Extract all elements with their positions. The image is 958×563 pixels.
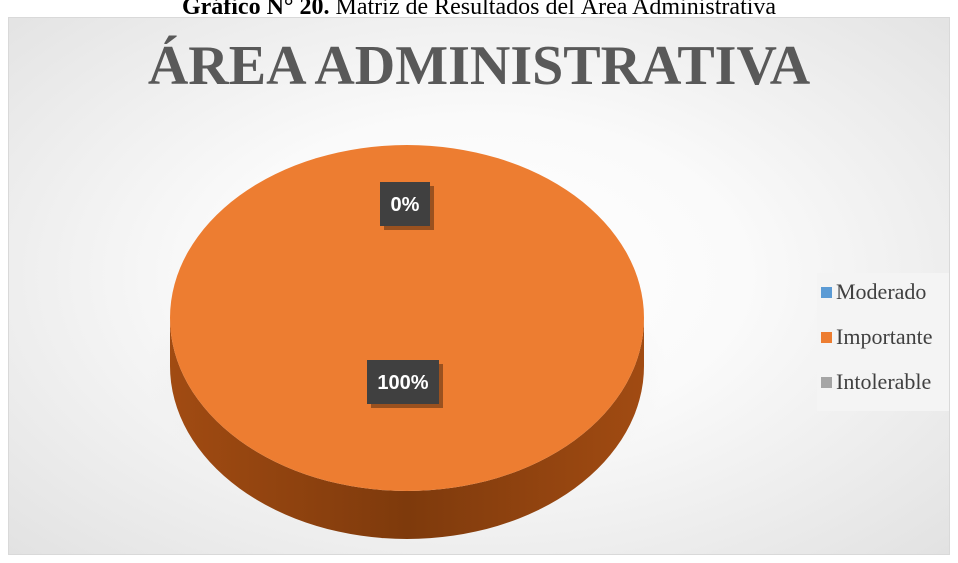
pie-slice-importante-side — [170, 318, 644, 539]
chart-area: ÁREA ADMINISTRATIVA 0% — [8, 17, 950, 555]
caption-prefix: Gráfico N° 20. — [181, 0, 330, 20]
data-label-moderado-text: 0% — [391, 194, 420, 216]
caption-text: Matriz de Resultados del Área Administra… — [335, 0, 777, 20]
legend-label-moderado: Moderado — [836, 279, 927, 304]
legend-item-importante: Importante — [821, 324, 933, 350]
legend-item-intolerable: Intolerable — [821, 369, 931, 395]
legend: Moderado Importante Intolerable — [817, 273, 949, 411]
legend-label-importante: Importante — [836, 324, 933, 349]
data-label-moderado: 0% — [380, 182, 434, 230]
chart-title: ÁREA ADMINISTRATIVA — [147, 35, 811, 97]
legend-label-intolerable: Intolerable — [836, 369, 932, 394]
data-label-importante-text: 100% — [377, 372, 428, 394]
legend-swatch-importante — [821, 331, 832, 343]
legend-swatch-moderado — [821, 286, 832, 298]
figure-caption: Gráfico N° 20. Matriz de Resultados del … — [0, 0, 958, 21]
legend-swatch-intolerable — [821, 376, 832, 388]
pie-slice-importante — [170, 145, 644, 491]
data-label-importante: 100% — [367, 360, 443, 408]
legend-item-moderado: Moderado — [821, 279, 926, 305]
pie-chart: 0% 100% — [147, 145, 667, 539]
